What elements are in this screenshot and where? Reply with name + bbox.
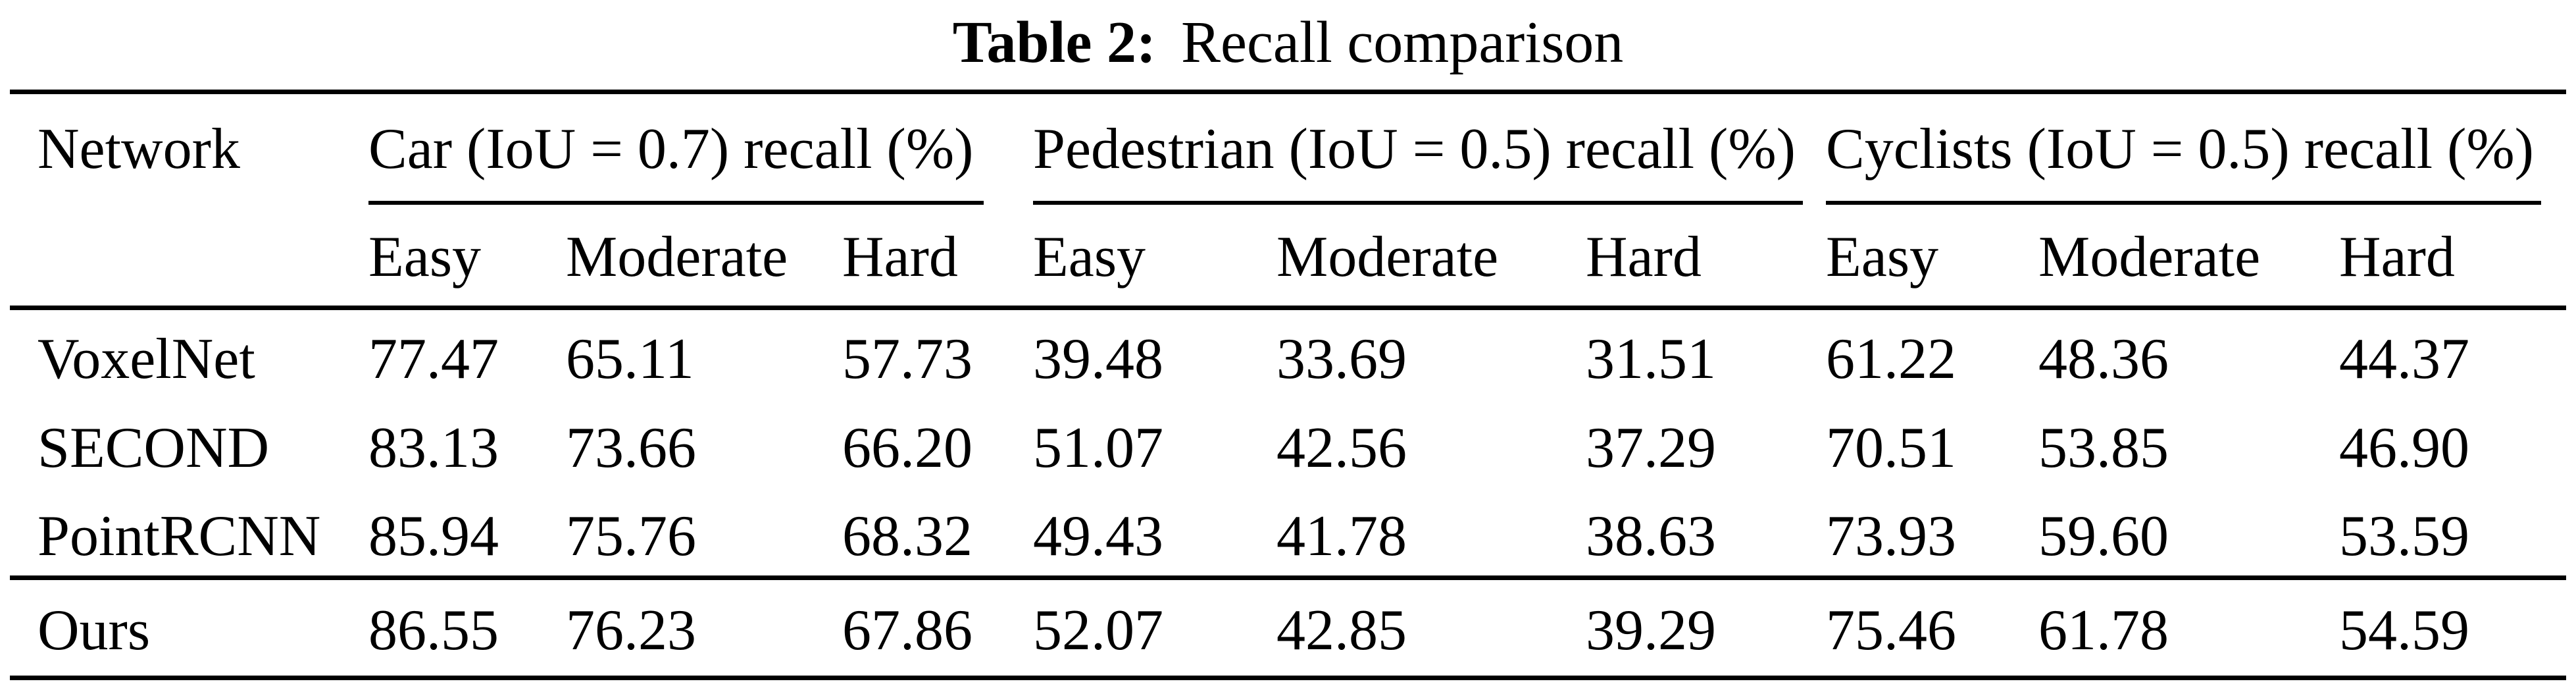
row-pointrcnn-cyclists-moderate: 59.60 <box>2038 504 2169 568</box>
row-voxelnet-car-hard: 57.73 <box>842 327 972 391</box>
row-pointrcnn-pedestrian-moderate: 41.78 <box>1276 504 1407 568</box>
table-rule-top <box>10 90 2566 94</box>
row-voxelnet-pedestrian-easy: 39.48 <box>1033 327 1163 391</box>
row-pointrcnn-car-easy: 85.94 <box>368 504 499 568</box>
row-voxelnet-cyclists-hard: 44.37 <box>2339 327 2469 391</box>
row-ours-name: Ours <box>38 599 151 662</box>
row-voxelnet-pedestrian-hard: 31.51 <box>1586 327 1716 391</box>
table-rule-header-bottom <box>10 306 2566 310</box>
subheader-car-moderate: Moderate <box>566 225 788 289</box>
row-ours-pedestrian-moderate: 42.85 <box>1276 599 1407 662</box>
column-header-network: Network <box>38 117 240 181</box>
subheader-cyclists-hard: Hard <box>2339 225 2455 289</box>
row-second-name: SECOND <box>38 416 270 480</box>
row-second-car-moderate: 73.66 <box>566 416 696 480</box>
row-second-pedestrian-easy: 51.07 <box>1033 416 1163 480</box>
row-ours-car-hard: 67.86 <box>842 599 972 662</box>
table-caption-label: Table 2: <box>952 10 1156 75</box>
subheader-pedestrian-hard: Hard <box>1586 225 1702 289</box>
row-pointrcnn-pedestrian-easy: 49.43 <box>1033 504 1163 568</box>
row-voxelnet-cyclists-moderate: 48.36 <box>2038 327 2169 391</box>
subheader-pedestrian-easy: Easy <box>1033 225 1146 289</box>
row-voxelnet-car-moderate: 65.11 <box>566 327 694 391</box>
row-second-pedestrian-hard: 37.29 <box>1586 416 1716 480</box>
row-voxelnet-car-easy: 77.47 <box>368 327 499 391</box>
row-second-car-hard: 66.20 <box>842 416 972 480</box>
row-pointrcnn-cyclists-hard: 53.59 <box>2339 504 2469 568</box>
row-ours-pedestrian-easy: 52.07 <box>1033 599 1163 662</box>
row-second-car-easy: 83.13 <box>368 416 499 480</box>
recall-comparison-table: Network Car (IoU = 0.7) recall (%) Pedes… <box>10 94 2566 676</box>
row-pointrcnn-name: PointRCNN <box>38 504 321 568</box>
row-ours-cyclists-moderate: 61.78 <box>2038 599 2169 662</box>
subheader-spacer <box>10 205 368 310</box>
table-caption: Table 2: Recall comparison <box>0 0 2576 86</box>
subheader-car-easy: Easy <box>368 225 482 289</box>
row-ours-cyclists-easy: 75.46 <box>1826 599 1956 662</box>
table-caption-text: Recall comparison <box>1180 10 1624 75</box>
subheader-car-hard: Hard <box>842 225 958 289</box>
row-second-cyclists-easy: 70.51 <box>1826 416 1956 480</box>
row-voxelnet-cyclists-easy: 61.22 <box>1826 327 1956 391</box>
row-pointrcnn-cyclists-easy: 73.93 <box>1826 504 1956 568</box>
row-ours-cyclists-hard: 54.59 <box>2339 599 2469 662</box>
row-ours-car-moderate: 76.23 <box>566 599 696 662</box>
group-header-car: Car (IoU = 0.7) recall (%) <box>368 94 1033 205</box>
row-second-cyclists-moderate: 53.85 <box>2038 416 2169 480</box>
row-pointrcnn-car-moderate: 75.76 <box>566 504 696 568</box>
row-ours-car-easy: 86.55 <box>368 599 499 662</box>
row-second-pedestrian-moderate: 42.56 <box>1276 416 1407 480</box>
subheader-cyclists-easy: Easy <box>1826 225 1939 289</box>
row-second-cyclists-hard: 46.90 <box>2339 416 2469 480</box>
row-ours-pedestrian-hard: 39.29 <box>1586 599 1716 662</box>
row-pointrcnn-car-hard: 68.32 <box>842 504 972 568</box>
table-rule-above-ours <box>10 575 2566 580</box>
row-pointrcnn-pedestrian-hard: 38.63 <box>1586 504 1716 568</box>
row-voxelnet-name: VoxelNet <box>38 327 255 391</box>
group-header-pedestrian: Pedestrian (IoU = 0.5) recall (%) <box>1033 94 1826 205</box>
subheader-pedestrian-moderate: Moderate <box>1276 225 1499 289</box>
subheader-cyclists-moderate: Moderate <box>2038 225 2261 289</box>
group-header-cyclists: Cyclists (IoU = 0.5) recall (%) <box>1826 94 2566 205</box>
row-voxelnet-pedestrian-moderate: 33.69 <box>1276 327 1407 391</box>
table-rule-bottom <box>10 676 2566 680</box>
